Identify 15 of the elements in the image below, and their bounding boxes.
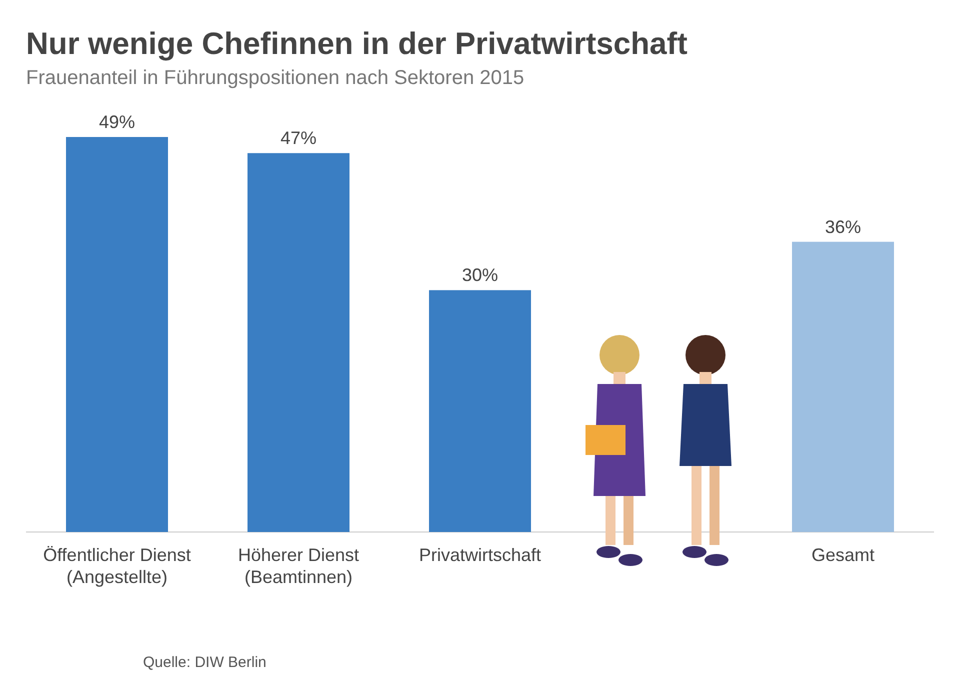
chart-subtitle: Frauenanteil in Führungspositionen nach Sektoren 2015: [26, 67, 524, 89]
data-label: 47%: [280, 128, 317, 148]
source-note: Quelle: DIW Berlin: [143, 654, 266, 671]
bar: [792, 242, 894, 532]
data-label: 30%: [462, 265, 498, 286]
x-tick-label: Öffentlicher Dienst (Angestellte): [43, 545, 191, 587]
data-label: 49%: [98, 112, 136, 132]
bar: [66, 137, 168, 532]
bar: [248, 153, 350, 532]
data-label: 36%: [824, 216, 862, 237]
x-tick-label: Höherer Dienst (Beamtinnen): [238, 545, 360, 587]
x-tick-label: Gesamt: [811, 545, 875, 565]
bar: [429, 290, 531, 532]
chart-title: Nur wenige Chefinnen in der Privatwirtschaft: [26, 26, 688, 61]
x-tick-label: Privatwirtschaft: [418, 545, 542, 565]
